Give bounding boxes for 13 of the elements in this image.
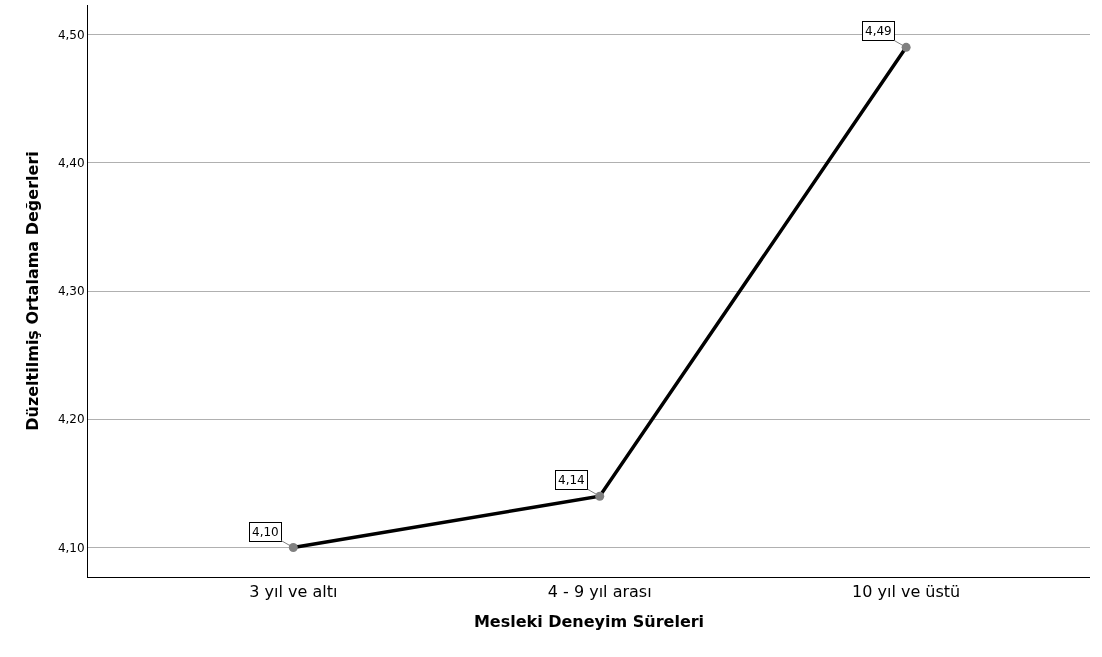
y-tick-label: 4,30 [57,284,85,299]
x-tick-label: 3 yıl ve altı [249,582,338,602]
x-tick-label: 4 - 9 yıl arası [547,582,652,602]
x-axis-title: Mesleki Deneyim Süreleri [473,611,705,631]
data-label: 4,49 [865,24,892,38]
y-tick-label: 4,10 [57,540,85,555]
y-tick-label: 4,40 [57,155,85,170]
data-label: 4,10 [252,525,279,539]
y-tick-label: 4,50 [57,27,85,42]
y-tick-label: 4,20 [57,412,85,427]
y-axis-title: Düzeltilmiş Ortalama Değerleri [22,151,42,431]
data-label: 4,14 [558,473,585,487]
x-tick-label: 10 yıl ve üstü [852,582,961,602]
